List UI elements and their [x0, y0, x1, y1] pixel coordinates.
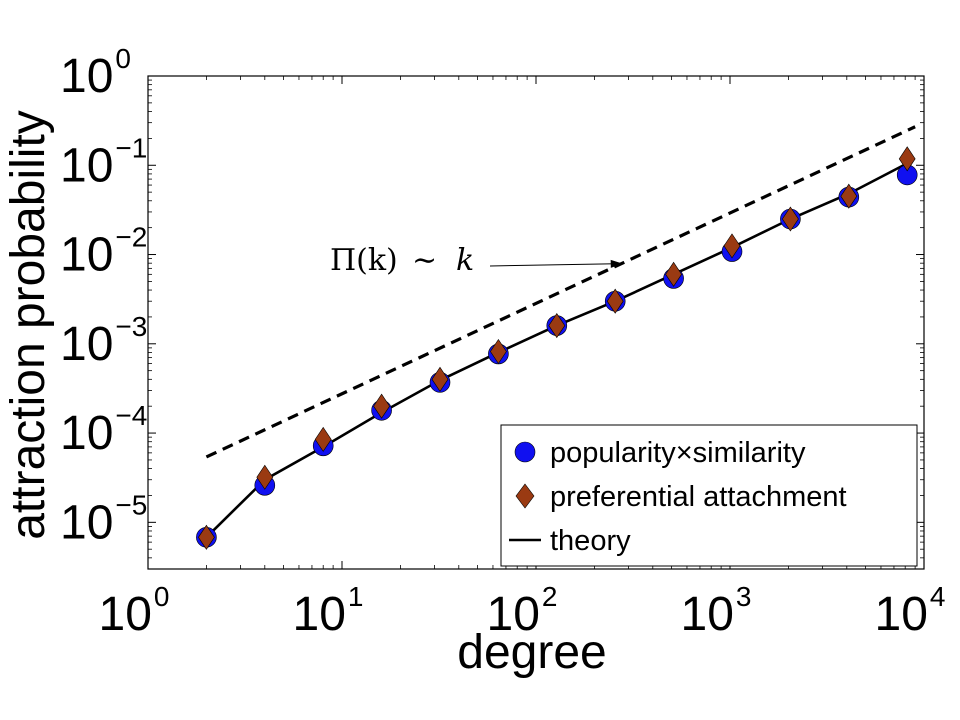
- y-axis-label: attraction probability: [2, 110, 55, 540]
- axes-layer: [147, 75, 925, 570]
- y-tick-exp: −2: [115, 222, 147, 253]
- annotation-arrowhead: [610, 259, 623, 268]
- x-tick-exp: 3: [736, 581, 752, 612]
- plot-layer: [196, 125, 918, 550]
- y-tick-base: 10: [60, 407, 113, 460]
- x-tick-label: 101: [293, 581, 364, 641]
- x-tick-base: 10: [487, 588, 540, 641]
- y-tick-exp: −4: [115, 400, 147, 431]
- y-tick-exp: −3: [115, 311, 147, 342]
- x-tick-base: 10: [875, 588, 928, 641]
- y-tick-base: 10: [60, 496, 113, 549]
- x-tick-exp: 1: [348, 581, 364, 612]
- point-preferential: [490, 338, 507, 365]
- x-tick-base: 10: [293, 588, 346, 641]
- point-preferential: [665, 261, 682, 287]
- y-tick-base: 10: [60, 139, 113, 192]
- y-tick-exp: 0: [115, 43, 131, 74]
- x-tick-exp: 4: [930, 581, 946, 612]
- y-tick-base: 10: [60, 50, 113, 103]
- y-tick-label: 10−5: [60, 489, 147, 549]
- legend-marker-popularity: [514, 441, 536, 463]
- y-tick-label: 10−4: [60, 400, 147, 460]
- x-tick-label: 102: [487, 581, 558, 641]
- annotation-arrow: [489, 263, 623, 267]
- x-tick-label: 100: [99, 581, 170, 641]
- legend-marker-preferential: [515, 483, 535, 509]
- x-tick-label: 104: [875, 581, 946, 641]
- x-tick-base: 10: [681, 588, 734, 641]
- annotation-relation: ∼: [412, 243, 437, 278]
- y-tick-label: 10−1: [60, 132, 147, 192]
- point-preferential: [606, 288, 624, 314]
- x-tick-label: 103: [681, 581, 752, 641]
- x-tick-exp: 0: [154, 581, 170, 612]
- y-tick-label: 10−2: [60, 222, 147, 282]
- y-tick-base: 10: [60, 318, 113, 371]
- annotation: Π(k) ∼ k: [330, 243, 623, 278]
- point-preferential: [314, 426, 332, 452]
- point-preferential: [373, 393, 390, 419]
- reference-line: [205, 125, 916, 459]
- y-tick-label: 10−3: [60, 311, 147, 371]
- x-tick-exp: 2: [542, 581, 558, 612]
- legend-label-theory: theory: [550, 525, 631, 557]
- x-tick-base: 10: [99, 588, 152, 641]
- point-preferential: [431, 366, 449, 392]
- annotation-func: Π(k): [330, 243, 398, 278]
- y-tick-base: 10: [60, 229, 113, 282]
- y-tick-exp: −5: [115, 489, 147, 520]
- point-preferential: [256, 464, 274, 490]
- x-axis-label: degree: [457, 626, 606, 679]
- x-tick-labels: 100 101 102 103 104: [99, 581, 946, 641]
- point-preferential: [898, 146, 916, 172]
- legend: popularity×similarity preferential attac…: [500, 424, 918, 567]
- y-tick-exp: −1: [115, 132, 147, 163]
- legend-label-popularity: popularity×similarity: [550, 437, 806, 469]
- annotation-variable: k: [456, 243, 474, 278]
- point-preferential: [723, 233, 741, 259]
- legend-label-preferential: preferential attachment: [550, 481, 847, 513]
- point-preferential: [198, 524, 215, 550]
- y-tick-label: 100: [60, 43, 131, 103]
- point-preferential: [548, 313, 566, 339]
- point-preferential: [782, 206, 799, 232]
- point-preferential: [840, 183, 858, 209]
- legend-box: [500, 424, 918, 567]
